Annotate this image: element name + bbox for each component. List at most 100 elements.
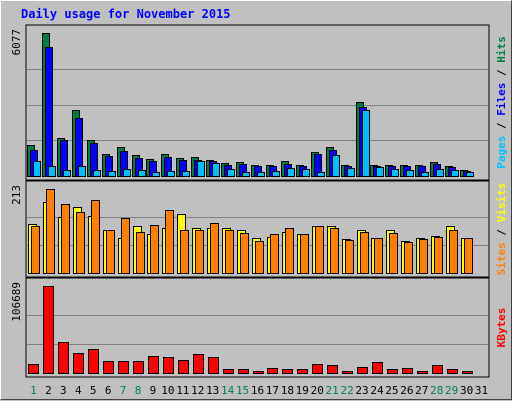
bar-pages-day-23	[362, 110, 370, 177]
scale-label-pages-files-hits: 6077	[10, 29, 23, 56]
bar-kbytes-day-17	[267, 368, 278, 374]
bar-kbytes-day-15	[238, 369, 249, 374]
bar-sites-day-9	[150, 225, 159, 274]
bar-kbytes-day-24	[372, 362, 383, 374]
x-tick-label: 25	[385, 384, 398, 397]
x-tick-label: 6	[105, 384, 112, 397]
bar-pages-day-20	[317, 172, 325, 177]
bar-kbytes-day-29	[447, 369, 458, 374]
x-tick-label: 11	[176, 384, 189, 397]
bar-sites-day-4	[76, 212, 85, 274]
bar-kbytes-day-5	[88, 349, 99, 374]
bar-pages-day-16	[257, 172, 265, 177]
bar-sites-day-19	[300, 234, 309, 274]
x-tick-label: 20	[311, 384, 324, 397]
bar-sites-day-29	[449, 230, 458, 274]
legend-part: /	[495, 63, 508, 83]
legend-part: Sites	[495, 242, 508, 275]
bar-sites-day-11	[180, 230, 189, 274]
x-tick-label: 4	[75, 384, 82, 397]
legend-part: Pages	[495, 136, 508, 169]
bar-kbytes-day-23	[357, 367, 368, 374]
x-tick-label: 29	[445, 384, 458, 397]
bar-kbytes-day-20	[312, 364, 323, 374]
bar-pages-day-21	[332, 155, 340, 177]
x-tick-label: 21	[326, 384, 339, 397]
bar-sites-day-5	[91, 200, 100, 274]
bar-kbytes-day-13	[208, 357, 219, 374]
bar-kbytes-day-7	[118, 361, 129, 374]
legend-part: Visits	[495, 183, 508, 223]
x-tick-label: 26	[400, 384, 413, 397]
x-tick-label: 24	[370, 384, 384, 397]
bar-kbytes-day-28	[432, 365, 443, 374]
x-tick-label: 17	[266, 384, 279, 397]
x-tick-label: 5	[90, 384, 97, 397]
bar-pages-day-27	[421, 172, 429, 177]
bar-kbytes-day-26	[402, 368, 413, 374]
bar-pages-day-9	[152, 172, 160, 177]
bar-sites-day-27	[419, 239, 428, 274]
x-tick-label: 7	[120, 384, 127, 397]
legend-kbytes: KBytes	[495, 308, 508, 348]
bar-sites-day-6	[106, 230, 115, 274]
x-tick-label: 23	[355, 384, 368, 397]
bar-pages-day-11	[182, 171, 190, 177]
bar-sites-day-17	[270, 234, 279, 274]
x-tick-label: 16	[251, 384, 264, 397]
bar-sites-day-10	[165, 210, 174, 274]
bar-sites-day-18	[285, 228, 294, 274]
x-tick-label: 28	[430, 384, 443, 397]
scale-label-visits-sites: 213	[10, 185, 23, 205]
bar-kbytes-day-3	[58, 342, 69, 374]
bar-kbytes-day-27	[417, 371, 428, 374]
bar-sites-day-24	[374, 238, 383, 274]
x-tick-label: 30	[460, 384, 473, 397]
bar-pages-day-10	[167, 171, 175, 177]
bar-kbytes-day-30	[462, 371, 473, 374]
bar-pages-day-13	[212, 163, 220, 177]
bar-kbytes-day-12	[193, 354, 204, 374]
bar-sites-day-25	[389, 233, 398, 274]
bar-pages-day-6	[108, 171, 116, 177]
bar-pages-day-3	[63, 170, 71, 177]
bar-sites-day-12	[195, 230, 204, 274]
x-tick-label: 31	[475, 384, 488, 397]
bar-kbytes-day-2	[43, 286, 54, 374]
bar-kbytes-day-6	[103, 361, 114, 374]
bar-kbytes-day-8	[133, 361, 144, 374]
bar-pages-day-15	[242, 172, 250, 177]
bar-sites-day-8	[136, 232, 145, 274]
panel-frame-kbytes	[25, 277, 490, 378]
bar-pages-day-7	[123, 169, 131, 177]
x-tick-label: 22	[340, 384, 353, 397]
bar-pages-day-18	[287, 168, 295, 177]
bar-sites-day-21	[330, 228, 339, 274]
bar-kbytes-day-22	[342, 371, 353, 374]
bar-pages-day-8	[138, 170, 146, 177]
bar-pages-day-25	[391, 169, 399, 177]
bar-sites-day-20	[315, 226, 324, 274]
bar-kbytes-day-9	[148, 356, 159, 374]
bar-sites-day-1	[31, 226, 40, 274]
bar-sites-day-16	[255, 241, 264, 274]
bar-sites-day-7	[121, 218, 130, 274]
bar-pages-day-28	[436, 169, 444, 177]
bar-files-day-2	[45, 47, 53, 177]
x-tick-label: 3	[60, 384, 67, 397]
bar-sites-day-2	[46, 189, 55, 274]
bar-kbytes-day-19	[297, 369, 308, 374]
x-tick-label: 8	[135, 384, 142, 397]
bar-kbytes-day-14	[223, 369, 234, 374]
bar-kbytes-day-18	[282, 369, 293, 374]
bar-sites-day-15	[240, 233, 249, 274]
scale-label-kbytes: 106689	[10, 282, 23, 322]
x-tick-label: 15	[236, 384, 249, 397]
legend-part: KBytes	[495, 308, 508, 348]
legend-part: Hits	[495, 36, 508, 63]
bar-sites-day-14	[225, 230, 234, 274]
bar-sites-day-13	[210, 223, 219, 274]
bar-sites-day-26	[404, 242, 413, 274]
legend-pages-files-hits: Pages / Files / Hits	[495, 36, 508, 169]
